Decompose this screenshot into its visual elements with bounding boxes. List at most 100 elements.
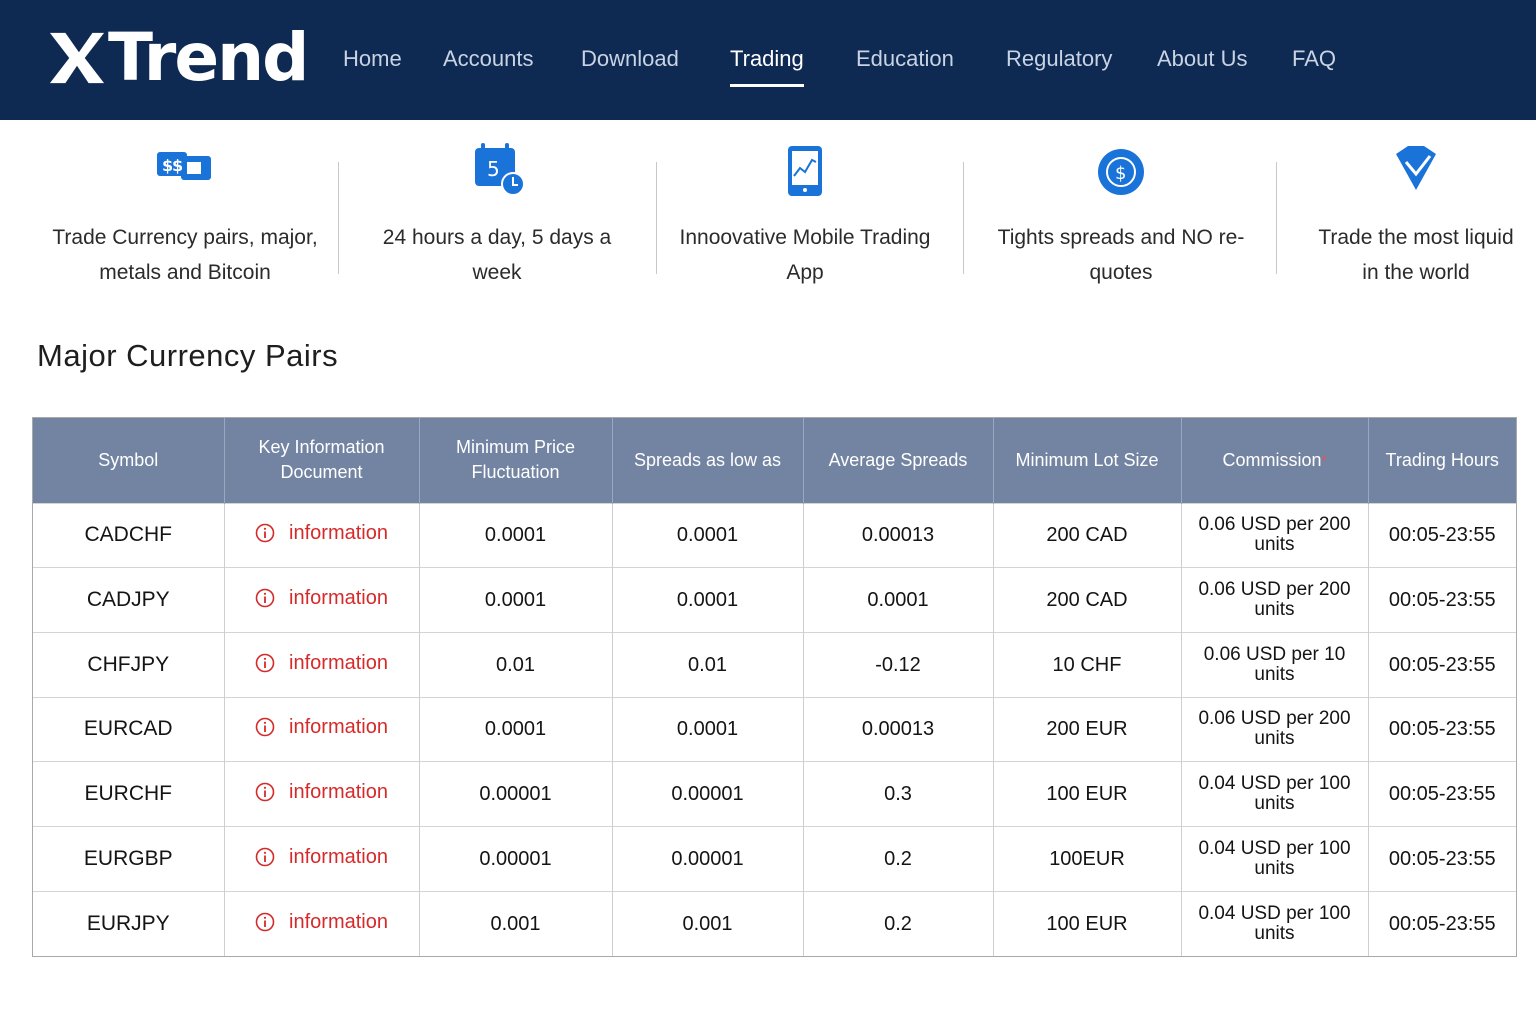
nav-home[interactable]: Home xyxy=(343,46,402,71)
cell-avg-spread: 0.00013 xyxy=(803,696,994,762)
calendar-clock-icon: 5 xyxy=(475,143,525,196)
kid-information-label: information xyxy=(289,781,388,804)
cell-kid: information xyxy=(224,631,420,698)
table-row: CHFJPY information 0.01 0.01 -0.12 10 CHF 0.06… xyxy=(33,631,1516,698)
mobile-chart-icon xyxy=(788,146,822,196)
cell-kid: information xyxy=(224,761,420,827)
info-circle-icon xyxy=(255,847,275,867)
kid-information-label: information xyxy=(289,716,388,739)
cell-trading-hours: 00:05-23:55 xyxy=(1368,567,1516,633)
cell-symbol: CHFJPY xyxy=(33,631,225,698)
cell-min-lot: 200 CAD xyxy=(993,567,1182,633)
logo-text: Trend xyxy=(108,19,309,96)
cell-symbol: CADCHF xyxy=(33,502,225,568)
cell-trading-hours: 00:05-23:55 xyxy=(1368,696,1516,762)
feature-trading-hours: 5 24 hours a day, 5 days a week xyxy=(347,140,647,290)
kid-information-link[interactable]: information xyxy=(255,523,388,543)
brand-logo[interactable]: Trend xyxy=(48,19,309,96)
cell-symbol: EURGBP xyxy=(33,825,225,892)
kid-information-link[interactable]: information xyxy=(255,717,388,737)
cell-trading-hours: 00:05-23:55 xyxy=(1368,825,1516,892)
cell-symbol: EURCHF xyxy=(33,761,225,827)
info-circle-icon xyxy=(255,782,275,802)
kid-information-link[interactable]: information xyxy=(255,653,388,673)
feature-text: 24 hours a day, 5 days a week xyxy=(382,226,612,284)
feature-text: Tights spreads and NO re-quotes xyxy=(997,226,1245,284)
column-header-avg-spread: Average Spreads xyxy=(803,418,994,503)
kid-information-link[interactable]: information xyxy=(255,588,388,608)
cell-commission: 0.06 USD per 200 units xyxy=(1181,502,1369,568)
info-circle-icon xyxy=(255,653,275,673)
cell-symbol: EURCAD xyxy=(33,696,225,762)
cell-min-fluctuation: 0.01 xyxy=(419,631,613,698)
nav-trading[interactable]: Trading xyxy=(730,44,804,87)
cell-spread-low: 0.001 xyxy=(612,890,804,956)
feature-divider xyxy=(338,162,339,274)
diamond-check-icon xyxy=(1396,146,1436,190)
svg-text:$: $ xyxy=(162,156,173,175)
nav-faq[interactable]: FAQ xyxy=(1292,46,1337,71)
feature-text: Innoovative Mobile Trading App xyxy=(679,226,931,284)
features-strip: $ $ Trade Currency pairs, major, metals a… xyxy=(0,120,1536,330)
svg-text:$: $ xyxy=(172,156,183,175)
cell-commission: 0.04 USD per 100 units xyxy=(1181,825,1369,892)
cell-min-lot: 200 CAD xyxy=(993,502,1182,568)
cell-trading-hours: 00:05-23:55 xyxy=(1368,761,1516,827)
cell-spread-low: 0.00001 xyxy=(612,825,804,892)
cell-trading-hours: 00:05-23:55 xyxy=(1368,631,1516,698)
feature-divider xyxy=(963,162,964,274)
column-header-min-lot: Minimum Lot Size xyxy=(993,418,1182,503)
table-row: EURCHF information 0.00001 0.00001 0.3 100 EU… xyxy=(33,761,1516,827)
cell-min-fluctuation: 0.0001 xyxy=(419,696,613,762)
feature-mobile-app: Innoovative Mobile Trading App xyxy=(655,140,955,290)
cell-trading-hours: 00:05-23:55 xyxy=(1368,890,1516,956)
cell-avg-spread: 0.0001 xyxy=(803,567,994,633)
cell-avg-spread: -0.12 xyxy=(803,631,994,698)
nav-download[interactable]: Download xyxy=(581,46,679,71)
kid-information-link[interactable]: information xyxy=(255,912,388,932)
info-circle-icon xyxy=(255,588,275,608)
column-header-kid: Key Information Document xyxy=(224,418,420,503)
table-row: CADCHF information 0.0001 0.0001 0.00013 200 … xyxy=(33,502,1516,568)
cell-kid: information xyxy=(224,502,420,568)
cell-commission: 0.06 USD per 200 units xyxy=(1181,567,1369,633)
info-circle-icon xyxy=(255,524,275,543)
table-row: CADJPY information 0.0001 0.0001 0.0001 200 C… xyxy=(33,567,1516,633)
cell-avg-spread: 0.00013 xyxy=(803,502,994,568)
nav-education[interactable]: Education xyxy=(856,46,954,71)
cell-avg-spread: 0.2 xyxy=(803,890,994,956)
cell-min-fluctuation: 0.00001 xyxy=(419,825,613,892)
kid-information-link[interactable]: information xyxy=(255,847,388,867)
cell-trading-hours: 00:05-23:55 xyxy=(1368,502,1516,568)
cell-min-lot: 10 CHF xyxy=(993,631,1182,698)
cell-symbol: EURJPY xyxy=(33,890,225,956)
svg-text:5: 5 xyxy=(487,157,500,181)
feature-divider xyxy=(656,162,657,274)
info-circle-icon xyxy=(255,912,275,932)
cell-spread-low: 0.0001 xyxy=(612,567,804,633)
section-title: Major Currency Pairs xyxy=(37,338,339,373)
cell-min-lot: 100 EUR xyxy=(993,761,1182,827)
kid-information-link[interactable]: information xyxy=(255,782,388,802)
info-circle-icon xyxy=(255,718,275,737)
cell-commission: 0.04 USD per 100 units xyxy=(1181,761,1369,827)
feature-text: Trade the most liquid in the world xyxy=(1318,226,1514,284)
cell-kid: information xyxy=(224,890,420,956)
cell-min-fluctuation: 0.001 xyxy=(419,890,613,956)
cell-spread-low: 0.0001 xyxy=(612,696,804,762)
nav-accounts[interactable]: Accounts xyxy=(443,46,534,71)
column-header-min-fluctuation: Minimum Price Fluctuation xyxy=(419,418,613,503)
nav-regulatory[interactable]: Regulatory xyxy=(1006,46,1113,71)
cell-symbol: CADJPY xyxy=(33,567,225,633)
nav-about-us[interactable]: About Us xyxy=(1157,46,1248,71)
cell-kid: information xyxy=(224,696,420,762)
cell-avg-spread: 0.3 xyxy=(803,761,994,827)
cell-min-lot: 200 EUR xyxy=(993,696,1182,762)
table-header-row: Symbol Key Information Document Minimum P… xyxy=(33,418,1516,503)
cell-kid: information xyxy=(224,825,420,892)
cell-min-fluctuation: 0.0001 xyxy=(419,502,613,568)
kid-information-label: information xyxy=(289,651,388,674)
column-header-spread-low: Spreads as low as xyxy=(612,418,804,503)
table-row: EURCAD information 0.0001 0.0001 0.00013 200 … xyxy=(33,696,1516,762)
feature-text: Trade Currency pairs, major, metals and B… xyxy=(52,226,318,284)
